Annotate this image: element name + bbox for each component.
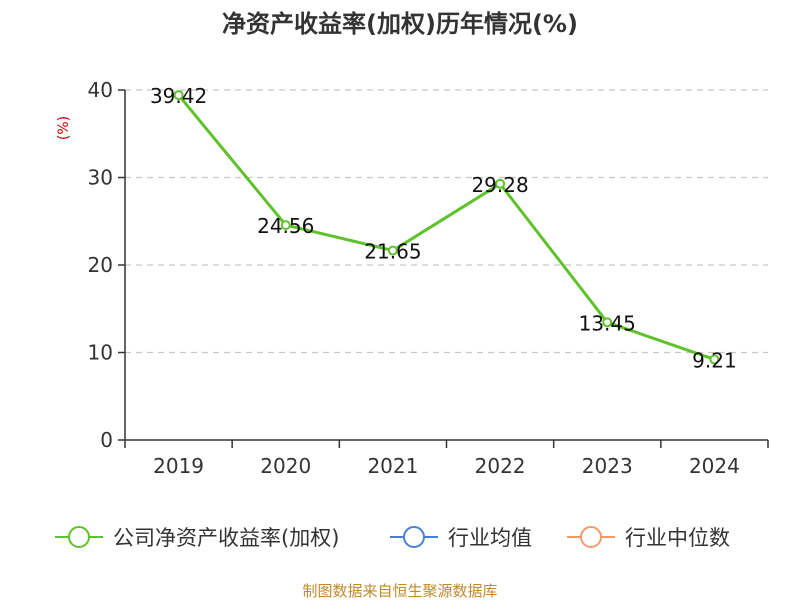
data-label: 39.42: [150, 84, 207, 108]
data-label: 24.56: [257, 214, 314, 238]
data-label: 13.45: [579, 311, 636, 335]
x-tick-label: 2022: [475, 454, 526, 478]
legend-label: 行业均值: [448, 526, 532, 550]
axes: 0 10 20 30 40 2019 2020 2021 2022 2023 2024: [88, 78, 769, 478]
data-label: 21.65: [364, 240, 421, 264]
y-tick-label: 10: [88, 341, 113, 365]
x-tick-label: 2021: [367, 454, 418, 478]
chart-title: 净资产收益率(加权)历年情况(%): [222, 10, 578, 38]
data-point[interactable]: [495, 178, 506, 189]
data-label: 29.28: [471, 173, 528, 197]
data-labels: 39.42 24.56 21.65 29.28 13.45 9.21: [150, 84, 737, 372]
series: [173, 90, 720, 365]
x-tick-label: 2019: [153, 454, 204, 478]
data-point[interactable]: [709, 354, 720, 365]
x-tick-label: 2023: [582, 454, 633, 478]
legend: 公司净资产收益率(加权) 行业均值 行业中位数: [55, 526, 730, 550]
series-line: [177, 94, 715, 361]
x-tick-label: 2020: [260, 454, 311, 478]
data-label: 9.21: [692, 348, 737, 372]
legend-label: 公司净资产收益率(加权): [113, 526, 339, 550]
legend-marker-swatch: [403, 526, 425, 548]
legend-item[interactable]: 公司净资产收益率(加权): [55, 526, 339, 550]
source-note: 制图数据来自恒生聚源数据库: [302, 582, 497, 600]
x-tick-label: 2024: [689, 454, 740, 478]
legend-item[interactable]: 行业中位数: [567, 526, 730, 550]
data-point[interactable]: [173, 90, 184, 101]
y-tick-label: 0: [100, 428, 113, 452]
legend-marker-swatch: [580, 526, 602, 548]
y-tick-label: 40: [88, 78, 113, 102]
y-axis-unit: (%): [56, 116, 72, 140]
data-point[interactable]: [280, 220, 291, 231]
data-point[interactable]: [602, 317, 613, 328]
y-tick-label: 20: [88, 253, 113, 277]
data-point[interactable]: [387, 245, 398, 256]
legend-marker-swatch: [68, 526, 90, 548]
y-tick-label: 30: [88, 166, 113, 190]
grid: [125, 89, 768, 354]
legend-item[interactable]: 行业均值: [390, 526, 532, 550]
legend-label: 行业中位数: [625, 526, 730, 550]
